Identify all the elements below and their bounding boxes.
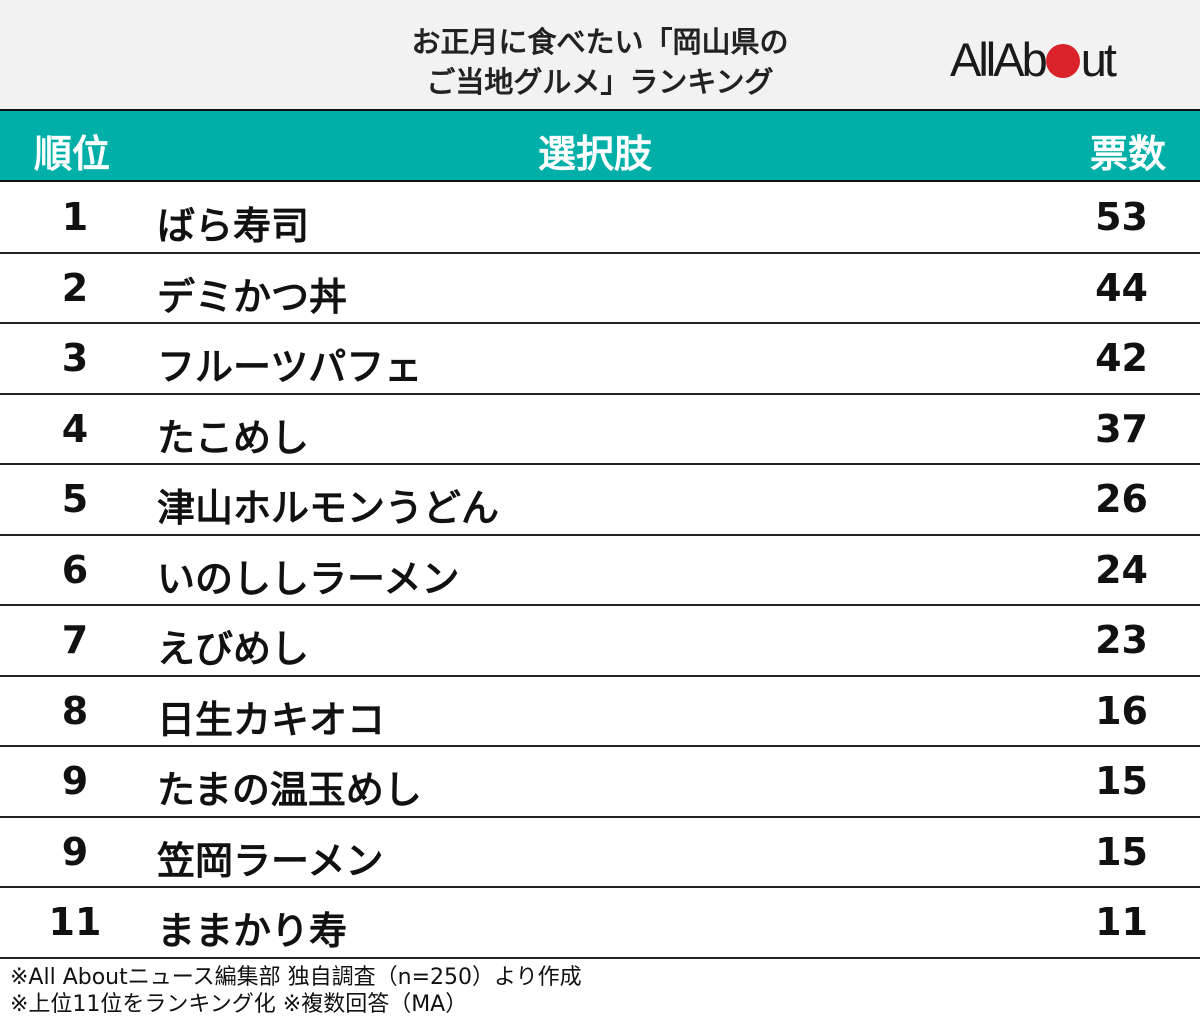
table-row: 9 たまの温玉めし 15 bbox=[0, 747, 1200, 818]
choice-cell: 笠岡ラーメン bbox=[157, 838, 384, 883]
votes-cell: 42 bbox=[1095, 336, 1148, 380]
rank-cell: 8 bbox=[61, 688, 89, 733]
rank-cell: 2 bbox=[61, 265, 89, 310]
page-title: お正月に食べたい「岡山県の ご当地グルメ」ランキング bbox=[300, 22, 900, 102]
table-row: 9 笠岡ラーメン 15 bbox=[0, 818, 1200, 888]
choice-cell: ままかり寿 bbox=[157, 909, 348, 953]
rank-cell: 5 bbox=[61, 477, 89, 521]
rank-cell: 6 bbox=[61, 547, 89, 592]
choice-cell: ばら寿司 bbox=[157, 204, 310, 248]
header-rank: 順位 bbox=[34, 132, 111, 176]
choice-cell: えびめし bbox=[157, 627, 310, 671]
table-row: 4 たこめし 37 bbox=[0, 395, 1200, 465]
table-row: 7 えびめし 23 bbox=[0, 606, 1200, 677]
votes-cell: 53 bbox=[1095, 195, 1148, 239]
header-votes: 票数 bbox=[1089, 132, 1166, 176]
votes-cell: 44 bbox=[1095, 265, 1148, 310]
votes-cell: 15 bbox=[1095, 829, 1148, 874]
choice-cell: 津山ホルモンうどん bbox=[157, 486, 500, 530]
votes-cell: 37 bbox=[1095, 406, 1148, 451]
rank-cell: 11 bbox=[48, 900, 102, 944]
table-row: 1 ばら寿司 53 bbox=[0, 183, 1200, 254]
rank-cell: 7 bbox=[61, 618, 89, 662]
choice-cell: いのししラーメン bbox=[157, 556, 460, 601]
table-header: 順位 選択肢 票数 bbox=[0, 111, 1200, 182]
rank-cell: 9 bbox=[61, 759, 89, 803]
rank-cell: 3 bbox=[61, 336, 89, 380]
title-band: お正月に食べたい「岡山県の ご当地グルメ」ランキング AllAb ut bbox=[0, 0, 1200, 111]
table-row: 3 フルーツパフェ 42 bbox=[0, 324, 1200, 395]
votes-cell: 23 bbox=[1095, 618, 1148, 662]
footnote-line-2: ※上位11位をランキング化 ※複数回答（MA） bbox=[10, 992, 468, 1017]
allabout-logo: AllAb ut bbox=[950, 33, 1117, 86]
logo-dot-icon bbox=[1045, 44, 1080, 78]
table-row: 5 津山ホルモンうどん 26 bbox=[0, 465, 1200, 536]
footnote-line-1: ※All Aboutニュース編集部 独自調査（n=250）より作成 bbox=[10, 965, 582, 990]
choice-cell: 日生カキオコ bbox=[157, 697, 386, 742]
votes-cell: 26 bbox=[1095, 477, 1148, 521]
rank-cell: 1 bbox=[61, 195, 89, 239]
table-row: 2 デミかつ丼 44 bbox=[0, 254, 1200, 324]
choice-cell: たまの温玉めし bbox=[157, 768, 422, 812]
header-choice: 選択肢 bbox=[538, 132, 653, 176]
title-line-1: お正月に食べたい「岡山県の bbox=[411, 25, 789, 59]
rank-cell: 4 bbox=[61, 406, 89, 451]
choice-cell: たこめし bbox=[157, 415, 310, 460]
votes-cell: 16 bbox=[1095, 688, 1148, 733]
rank-cell: 9 bbox=[61, 829, 89, 874]
votes-cell: 11 bbox=[1095, 900, 1148, 944]
votes-cell: 24 bbox=[1095, 547, 1148, 592]
footnote: ※All Aboutニュース編集部 独自調査（n=250）より作成 ※上位11位… bbox=[10, 964, 582, 1018]
table-row: 8 日生カキオコ 16 bbox=[0, 677, 1200, 747]
table-row: 6 いのししラーメン 24 bbox=[0, 536, 1200, 606]
choice-cell: デミかつ丼 bbox=[157, 274, 348, 319]
choice-cell: フルーツパフェ bbox=[157, 345, 423, 389]
title-line-2: ご当地グルメ」ランキング bbox=[426, 65, 774, 99]
table-row: 11 ままかり寿 11 bbox=[0, 888, 1200, 959]
votes-cell: 15 bbox=[1095, 759, 1148, 803]
